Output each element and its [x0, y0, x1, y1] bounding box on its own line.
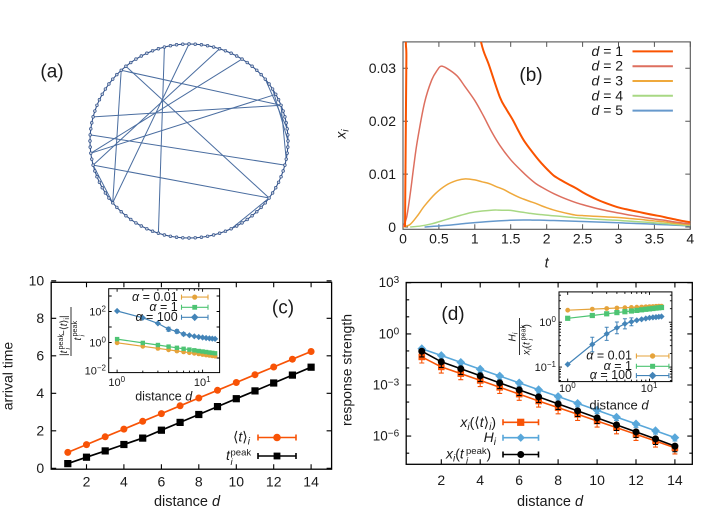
svg-text:xi: xi	[333, 129, 352, 140]
svg-text:(a): (a)	[40, 62, 63, 83]
svg-text:d = 2: d = 2	[592, 58, 624, 74]
svg-text:(b): (b)	[519, 65, 542, 86]
svg-text:α = 0.01: α = 0.01	[586, 349, 632, 363]
svg-text:6: 6	[515, 472, 523, 488]
svg-text:0: 0	[388, 219, 396, 235]
svg-text:|t: |t	[59, 349, 70, 356]
svg-text:): )	[522, 324, 533, 327]
svg-text:1: 1	[471, 231, 479, 247]
svg-text:i: i	[78, 335, 87, 337]
svg-text:2: 2	[83, 474, 91, 490]
svg-text:2: 2	[36, 423, 44, 439]
svg-text:12: 12	[266, 474, 282, 490]
svg-text:xi(t: xi(t	[522, 341, 534, 356]
svg-text:0.5: 0.5	[429, 231, 449, 247]
svg-text:0: 0	[399, 231, 407, 247]
svg-text:10: 10	[229, 474, 245, 490]
svg-text:14: 14	[303, 474, 319, 490]
svg-text:Hi: Hi	[508, 332, 520, 341]
svg-text:peak: peak	[231, 448, 252, 459]
svg-text:distance d: distance d	[135, 390, 193, 404]
svg-text:α = 1: α = 1	[149, 300, 177, 314]
svg-text:i: i	[526, 339, 535, 341]
svg-text:(c): (c)	[272, 298, 294, 319]
svg-text:0.03: 0.03	[369, 60, 396, 76]
svg-text:10: 10	[589, 472, 605, 488]
svg-text:peak: peak	[519, 325, 528, 341]
svg-text:8: 8	[36, 310, 44, 326]
svg-text:Hi: Hi	[484, 429, 497, 448]
svg-text:8: 8	[554, 472, 562, 488]
svg-text:(d): (d)	[441, 304, 464, 325]
svg-text:i: i	[466, 456, 469, 467]
svg-text:d = 4: d = 4	[592, 87, 624, 103]
svg-text:4: 4	[476, 472, 484, 488]
svg-text:t: t	[73, 337, 84, 341]
svg-text:0: 0	[36, 460, 44, 476]
svg-text:d = 5: d = 5	[592, 102, 624, 118]
svg-text:3.5: 3.5	[645, 231, 665, 247]
svg-text:peak: peak	[466, 446, 487, 457]
svg-text:4: 4	[36, 385, 44, 401]
svg-text:10: 10	[29, 273, 45, 289]
svg-text:xi(t: xi(t	[445, 446, 465, 465]
svg-text:3: 3	[615, 231, 623, 247]
svg-text:α = 0.01: α = 0.01	[132, 290, 178, 304]
svg-text:12: 12	[628, 472, 644, 488]
svg-text:distance d: distance d	[589, 398, 649, 413]
svg-text:6: 6	[158, 474, 166, 490]
svg-text:4: 4	[686, 231, 694, 247]
svg-text:4: 4	[120, 474, 128, 490]
svg-text:α = 1: α = 1	[604, 359, 632, 373]
svg-text:): )	[487, 446, 492, 462]
svg-text:2: 2	[543, 231, 551, 247]
svg-text:14: 14	[667, 472, 683, 488]
svg-text:α = 100: α = 100	[590, 368, 632, 382]
svg-text:i: i	[63, 348, 72, 350]
svg-text:⟨t⟩i: ⟨t⟩i	[233, 429, 251, 448]
svg-text:response strength: response strength	[339, 314, 355, 426]
svg-text:0.01: 0.01	[369, 166, 396, 182]
svg-text:6: 6	[36, 348, 44, 364]
svg-text:d = 3: d = 3	[592, 73, 624, 89]
svg-text:8: 8	[195, 474, 203, 490]
svg-text:t: t	[226, 447, 231, 463]
svg-text:2: 2	[437, 472, 445, 488]
svg-text:−⟨t⟩i|: −⟨t⟩i|	[59, 315, 71, 336]
svg-text:peak: peak	[70, 321, 79, 337]
svg-text:0.02: 0.02	[369, 113, 396, 129]
svg-text:t: t	[545, 256, 550, 272]
svg-text:distance d: distance d	[154, 494, 221, 510]
svg-text:arrival time: arrival time	[0, 342, 16, 411]
svg-text:xi(⟨t⟩i): xi(⟨t⟩i)	[459, 414, 496, 433]
svg-text:1.5: 1.5	[501, 231, 521, 247]
svg-text:α = 100: α = 100	[135, 310, 177, 324]
svg-text:distance d: distance d	[517, 494, 584, 510]
svg-text:d = 1: d = 1	[592, 43, 624, 59]
svg-text:i: i	[231, 457, 234, 468]
svg-text:2.5: 2.5	[573, 231, 593, 247]
svg-text:peak: peak	[56, 334, 65, 350]
